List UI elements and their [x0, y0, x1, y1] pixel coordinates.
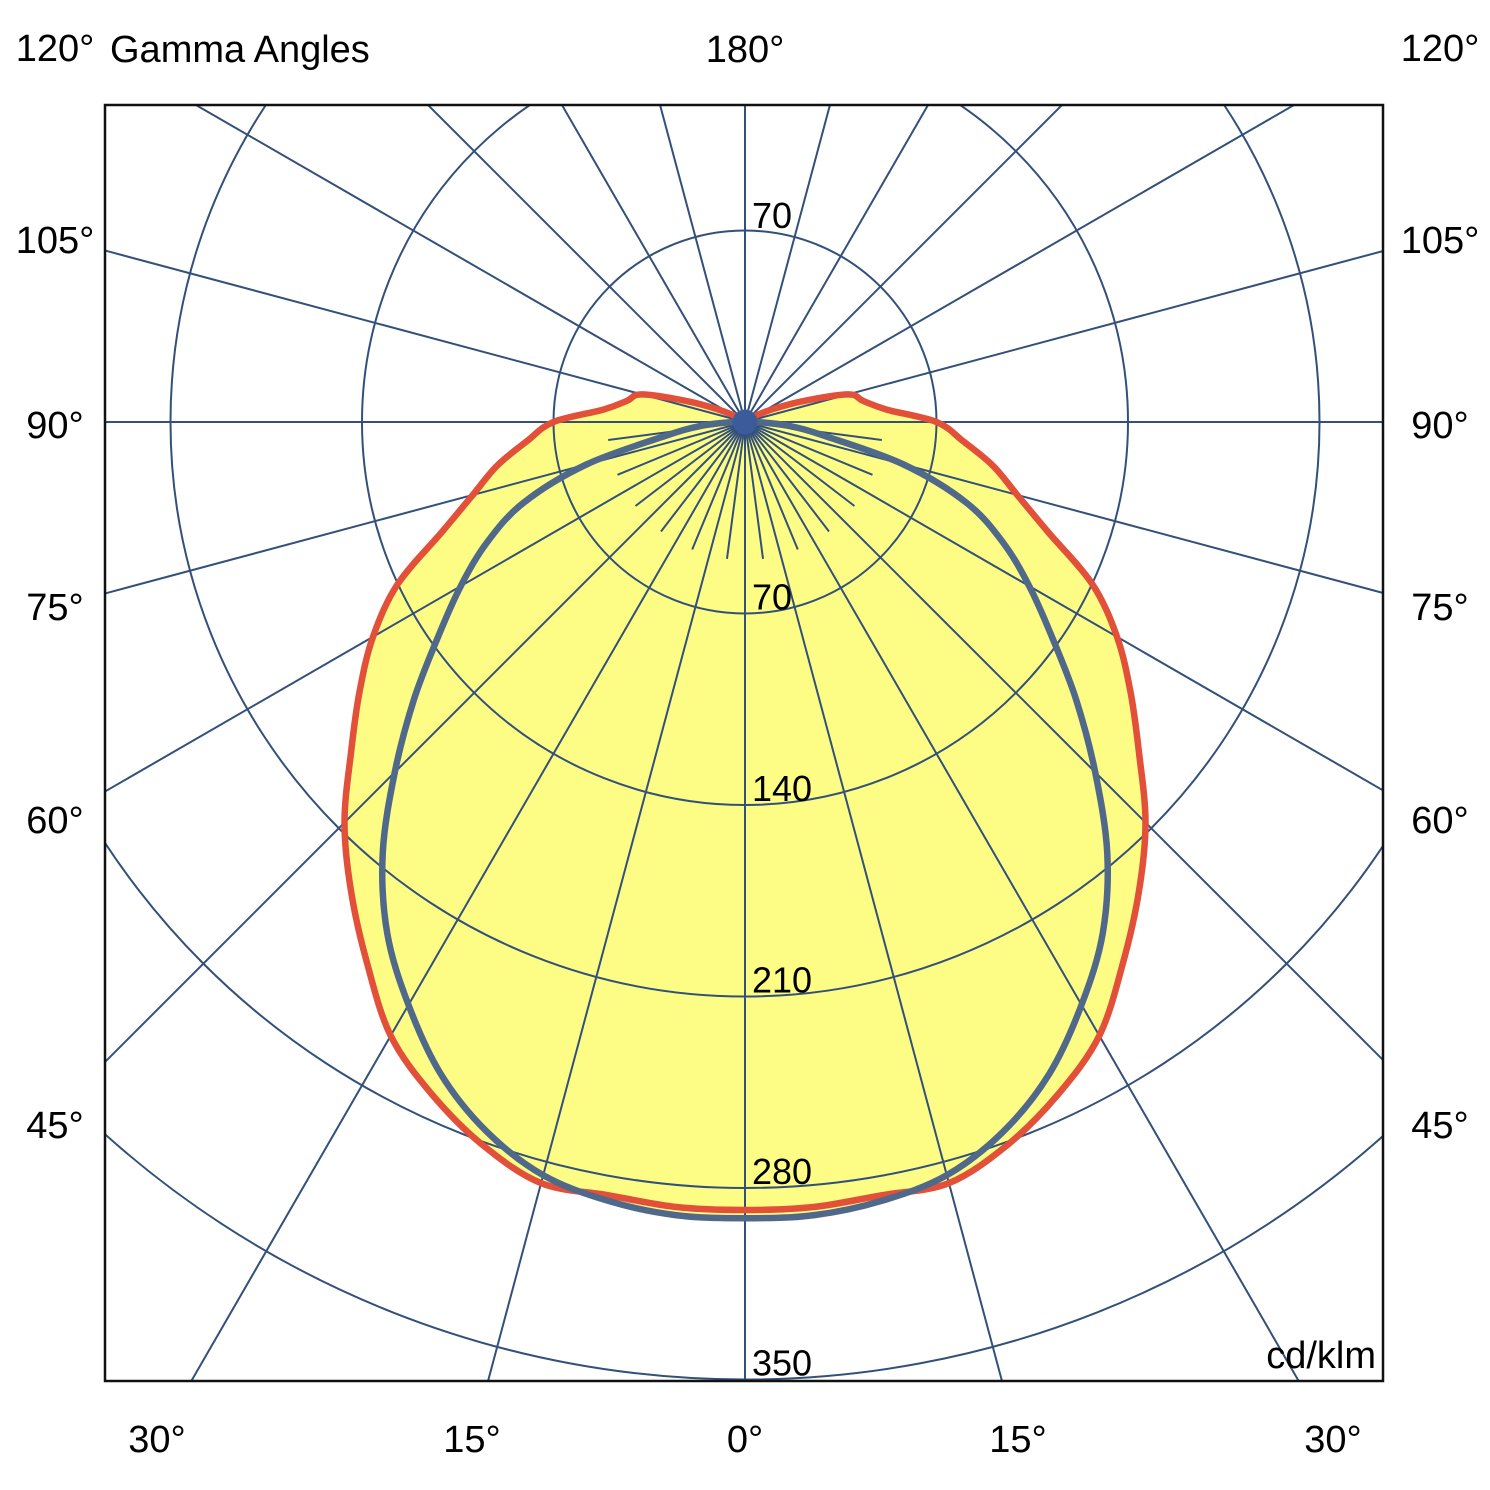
- grid-ray-major: [560, 105, 746, 423]
- label-layer: Gamma Angles 180° cd/klm 70 120° 105° 90° 7…: [16, 28, 1480, 1461]
- units-label: cd/klm: [1266, 1335, 1376, 1377]
- grid-ray-major: [105, 249, 746, 423]
- grid-ray-minor: [725, 421, 746, 559]
- grid-ray-major: [193, 105, 746, 423]
- ring-label-280: 280: [752, 1151, 812, 1192]
- grid-ray-minor: [744, 421, 856, 507]
- angle-label-left: 120°: [16, 28, 95, 70]
- grid-ray-minor: [691, 421, 746, 550]
- angle-label-bottom: 30°: [128, 1419, 185, 1461]
- grid-ray-minor: [660, 421, 746, 533]
- grid-ray-major: [744, 421, 1383, 792]
- angle-label-right: 90°: [1411, 405, 1468, 447]
- angle-label-right: 75°: [1411, 587, 1468, 629]
- grid-ray-major: [105, 421, 746, 793]
- grid-ray-major: [744, 105, 1064, 423]
- photometric-center-hub: [732, 409, 758, 435]
- angle-label-right: 105°: [1401, 220, 1480, 262]
- angle-label-right: 120°: [1401, 28, 1480, 70]
- grid-ray-major: [744, 250, 1383, 423]
- grid-ray-minor: [744, 421, 765, 559]
- angle-label-bottom: 30°: [1304, 1419, 1361, 1461]
- angle-label-180: 180°: [706, 29, 785, 71]
- ring-label-210: 210: [752, 960, 812, 1001]
- angle-label-bottom: 0°: [727, 1419, 763, 1461]
- intensity-curve-layer: [341, 391, 1149, 1222]
- angle-label-bottom: 15°: [443, 1419, 500, 1461]
- grid-ray-major: [744, 105, 930, 423]
- angle-label-bottom: 15°: [989, 1419, 1046, 1461]
- grid-ray-major: [744, 421, 1383, 1062]
- grid-ray-minor: [617, 421, 746, 476]
- angle-label-right: 45°: [1411, 1105, 1468, 1147]
- chart-title: Gamma Angles: [110, 29, 370, 71]
- grid-ray-major: [744, 421, 1003, 1381]
- inner-curve-blue: [378, 418, 1112, 1222]
- grid-ray-major: [744, 105, 831, 423]
- angle-label-left: 60°: [26, 800, 83, 842]
- angle-label-left: 45°: [26, 1105, 83, 1147]
- ring-label-70: 70: [752, 577, 792, 618]
- grid-ray-major: [744, 421, 1300, 1381]
- grid-ray-major: [659, 105, 746, 423]
- grid-ray-major: [105, 421, 746, 1064]
- grid-ray-minor: [744, 421, 830, 533]
- grid-ray-major: [426, 105, 746, 423]
- grid-ray-major: [487, 421, 746, 1381]
- angle-label-left: 90°: [26, 405, 83, 447]
- ring-label-70-upper: 70: [752, 195, 792, 236]
- grid-ray-major: [744, 105, 1297, 423]
- grid-ray-minor: [744, 421, 799, 550]
- grid-ray-major: [190, 421, 746, 1381]
- angle-label-left: 75°: [26, 587, 83, 629]
- angle-label-left: 105°: [16, 220, 95, 262]
- grid-ray-minor: [634, 421, 746, 507]
- ring-label-140: 140: [752, 768, 812, 809]
- outer-curve-red: [341, 391, 1149, 1214]
- plot-frame: [103, 103, 1385, 1383]
- angle-label-right: 60°: [1411, 800, 1468, 842]
- grid-ray-minor: [744, 421, 873, 476]
- ring-label-350: 350: [752, 1343, 812, 1384]
